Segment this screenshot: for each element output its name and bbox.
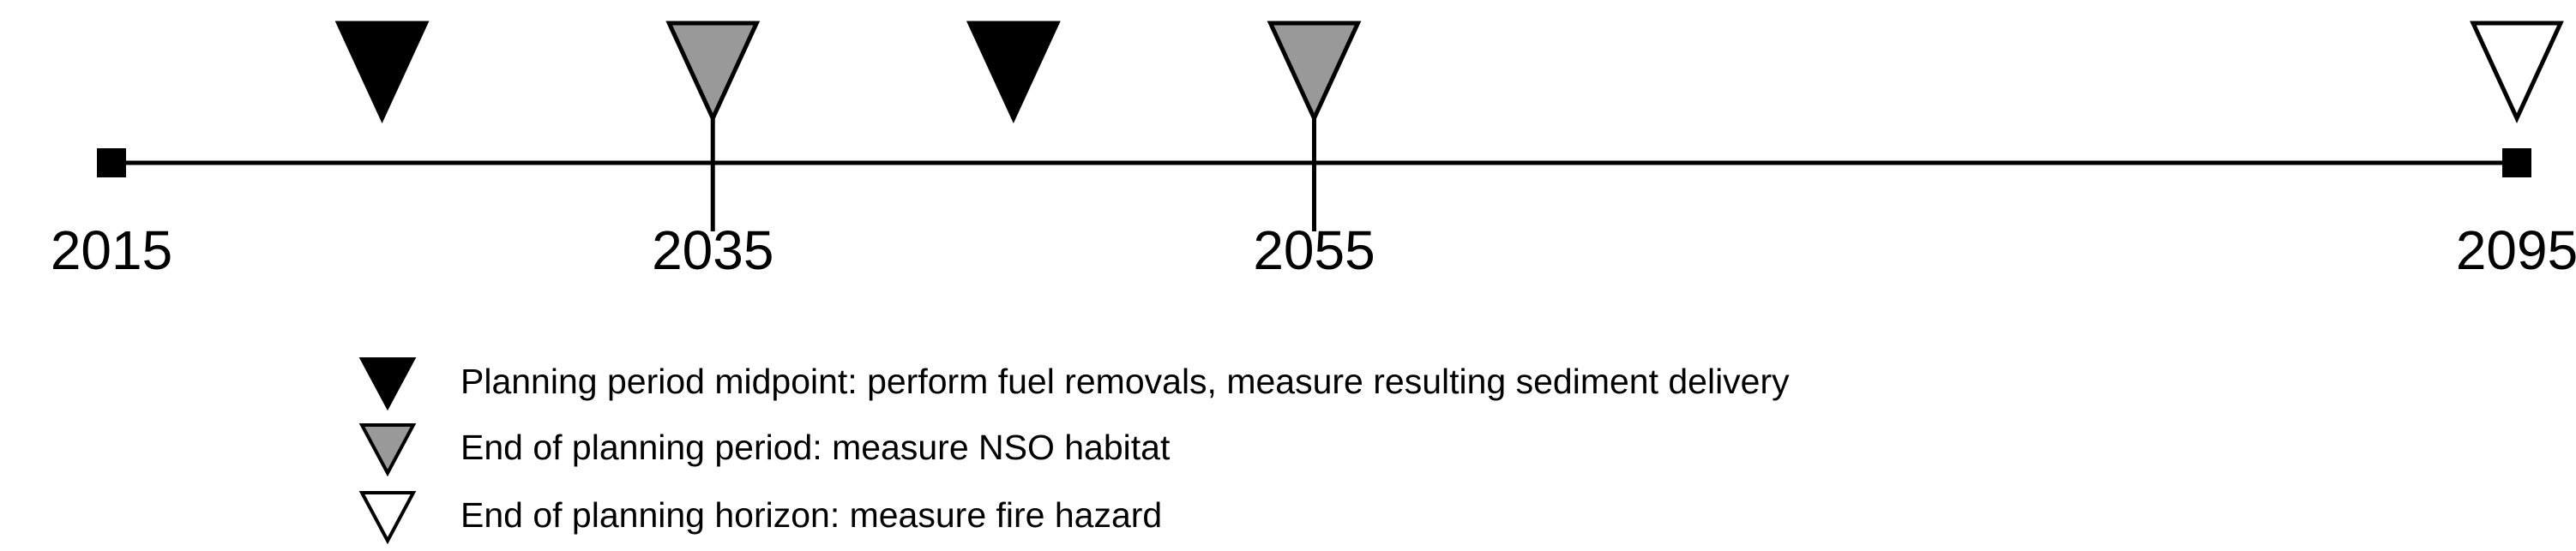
timeline-markers: [334, 21, 2564, 123]
legend-label: Planning period midpoint: perform fuel r…: [460, 362, 1790, 401]
legend-label: End of planning horizon: measure fire ha…: [460, 495, 1162, 535]
legend-horizon-end-swatch: [358, 491, 417, 545]
period-end-marker: [665, 21, 761, 123]
year-labels: 2015 2035 2055 2095: [51, 219, 2576, 281]
legend-label: End of planning period: measure NSO habi…: [460, 428, 1171, 467]
year-label: 2015: [51, 219, 172, 281]
midpoint-marker: [966, 21, 1061, 123]
horizon-end-marker: [2470, 21, 2564, 123]
year-label: 2095: [2456, 219, 2576, 281]
period-end-marker: [1267, 21, 1362, 123]
timeline-start-cap: [97, 148, 126, 177]
midpoint-marker: [334, 21, 430, 123]
legend-period-end-swatch: [358, 423, 417, 477]
timeline-end-cap: [2502, 148, 2531, 177]
legend: Planning period midpoint: perform fuel r…: [358, 357, 1790, 545]
period-boundary-ticks: [710, 113, 1316, 231]
year-label: 2035: [652, 219, 773, 281]
timeline-endcaps: [97, 148, 2531, 177]
year-label: 2055: [1253, 219, 1375, 281]
legend-midpoint-swatch: [358, 357, 417, 411]
